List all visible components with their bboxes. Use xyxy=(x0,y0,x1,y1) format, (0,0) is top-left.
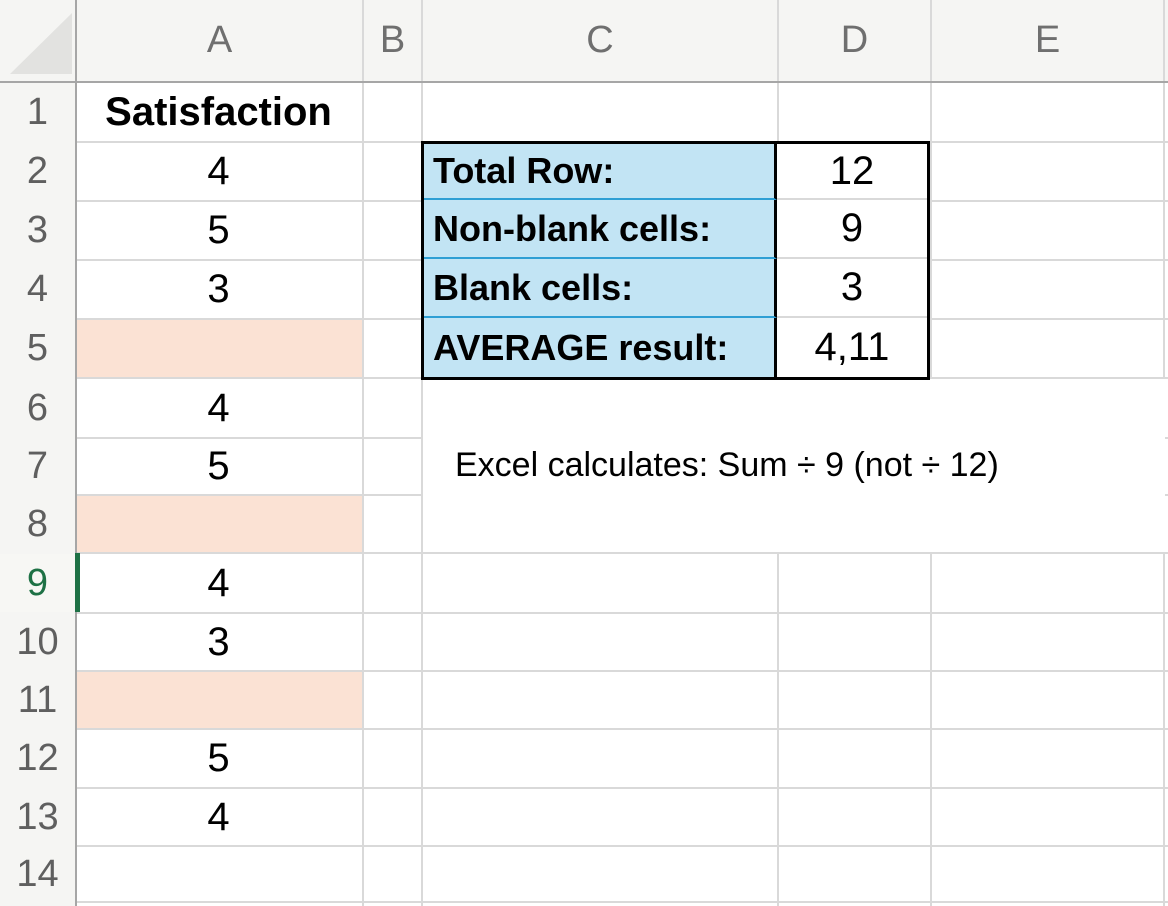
column-header-C[interactable]: C xyxy=(423,0,777,81)
row-header-3[interactable]: 3 xyxy=(0,202,75,259)
summary-label-cell[interactable]: Total Row: xyxy=(424,144,777,200)
row-header-2[interactable]: 2 xyxy=(0,143,75,200)
summary-label-cell[interactable]: Blank cells: xyxy=(424,259,777,318)
cell-A6[interactable]: 4 xyxy=(207,385,230,430)
row-header-13[interactable]: 13 xyxy=(0,789,75,845)
gridline xyxy=(75,787,1168,789)
column-header-A[interactable]: A xyxy=(77,0,362,81)
column-header-D[interactable]: D xyxy=(779,0,930,81)
summary-label-cell[interactable]: Non-blank cells: xyxy=(424,200,777,259)
header-divider xyxy=(75,0,77,906)
select-all-triangle-icon xyxy=(10,13,72,74)
row-header-11[interactable]: 11 xyxy=(0,672,75,728)
cell-A9[interactable]: 4 xyxy=(207,560,230,605)
summary-label-cell[interactable]: AVERAGE result: xyxy=(424,318,777,377)
column-header-E[interactable]: E xyxy=(932,0,1163,81)
row-header-9[interactable]: 9 xyxy=(0,554,75,612)
row-header-12[interactable]: 12 xyxy=(0,730,75,787)
cell-A13[interactable]: 4 xyxy=(207,794,230,839)
select-all-corner[interactable] xyxy=(0,0,75,81)
row-header-10[interactable]: 10 xyxy=(0,614,75,670)
header-divider xyxy=(0,81,1168,83)
summary-value-cell[interactable]: 12 xyxy=(777,144,927,200)
gridline xyxy=(75,612,1168,614)
cell-A7[interactable]: 5 xyxy=(207,444,230,488)
row-header-6[interactable]: 6 xyxy=(0,379,75,437)
row-header-14[interactable]: 14 xyxy=(0,847,75,901)
row-header-1[interactable]: 1 xyxy=(0,83,75,141)
cell-A1[interactable]: Satisfaction xyxy=(105,89,332,134)
summary-value-cell[interactable]: 3 xyxy=(777,259,927,318)
row-header-7[interactable]: 7 xyxy=(0,439,75,494)
row-header-4[interactable]: 4 xyxy=(0,261,75,318)
cell-A10[interactable]: 3 xyxy=(207,619,230,664)
cell-A3[interactable]: 5 xyxy=(207,208,230,252)
cell-A4[interactable]: 3 xyxy=(207,267,230,311)
gridline xyxy=(362,0,364,906)
gridline xyxy=(75,728,1168,730)
cell-A2[interactable]: 4 xyxy=(207,149,230,193)
row-header-8[interactable]: 8 xyxy=(0,496,75,552)
gridline xyxy=(421,0,423,906)
gridline xyxy=(75,670,1168,672)
gridline xyxy=(75,901,1168,903)
summary-value-cell[interactable]: 9 xyxy=(777,200,927,259)
gridline xyxy=(75,845,1168,847)
summary-value-cell[interactable]: 4,11 xyxy=(777,318,927,377)
cell-A8[interactable] xyxy=(76,495,362,552)
row-header-5[interactable]: 5 xyxy=(0,320,75,377)
column-header-B[interactable]: B xyxy=(364,0,421,81)
active-cell-indicator xyxy=(75,553,80,612)
summary-table: Total Row: 12 Non-blank cells: 9 Blank cells… xyxy=(421,141,930,380)
cell-A12[interactable]: 5 xyxy=(207,736,230,780)
cell-A5[interactable] xyxy=(76,319,362,377)
gridline xyxy=(75,552,1168,554)
annotation-cell[interactable]: Excel calculates: Sum ÷ 9 (not ÷ 12) xyxy=(423,379,1165,552)
annotation-text: Excel calculates: Sum ÷ 9 (not ÷ 12) xyxy=(455,446,999,484)
cell-A11[interactable] xyxy=(76,671,362,728)
